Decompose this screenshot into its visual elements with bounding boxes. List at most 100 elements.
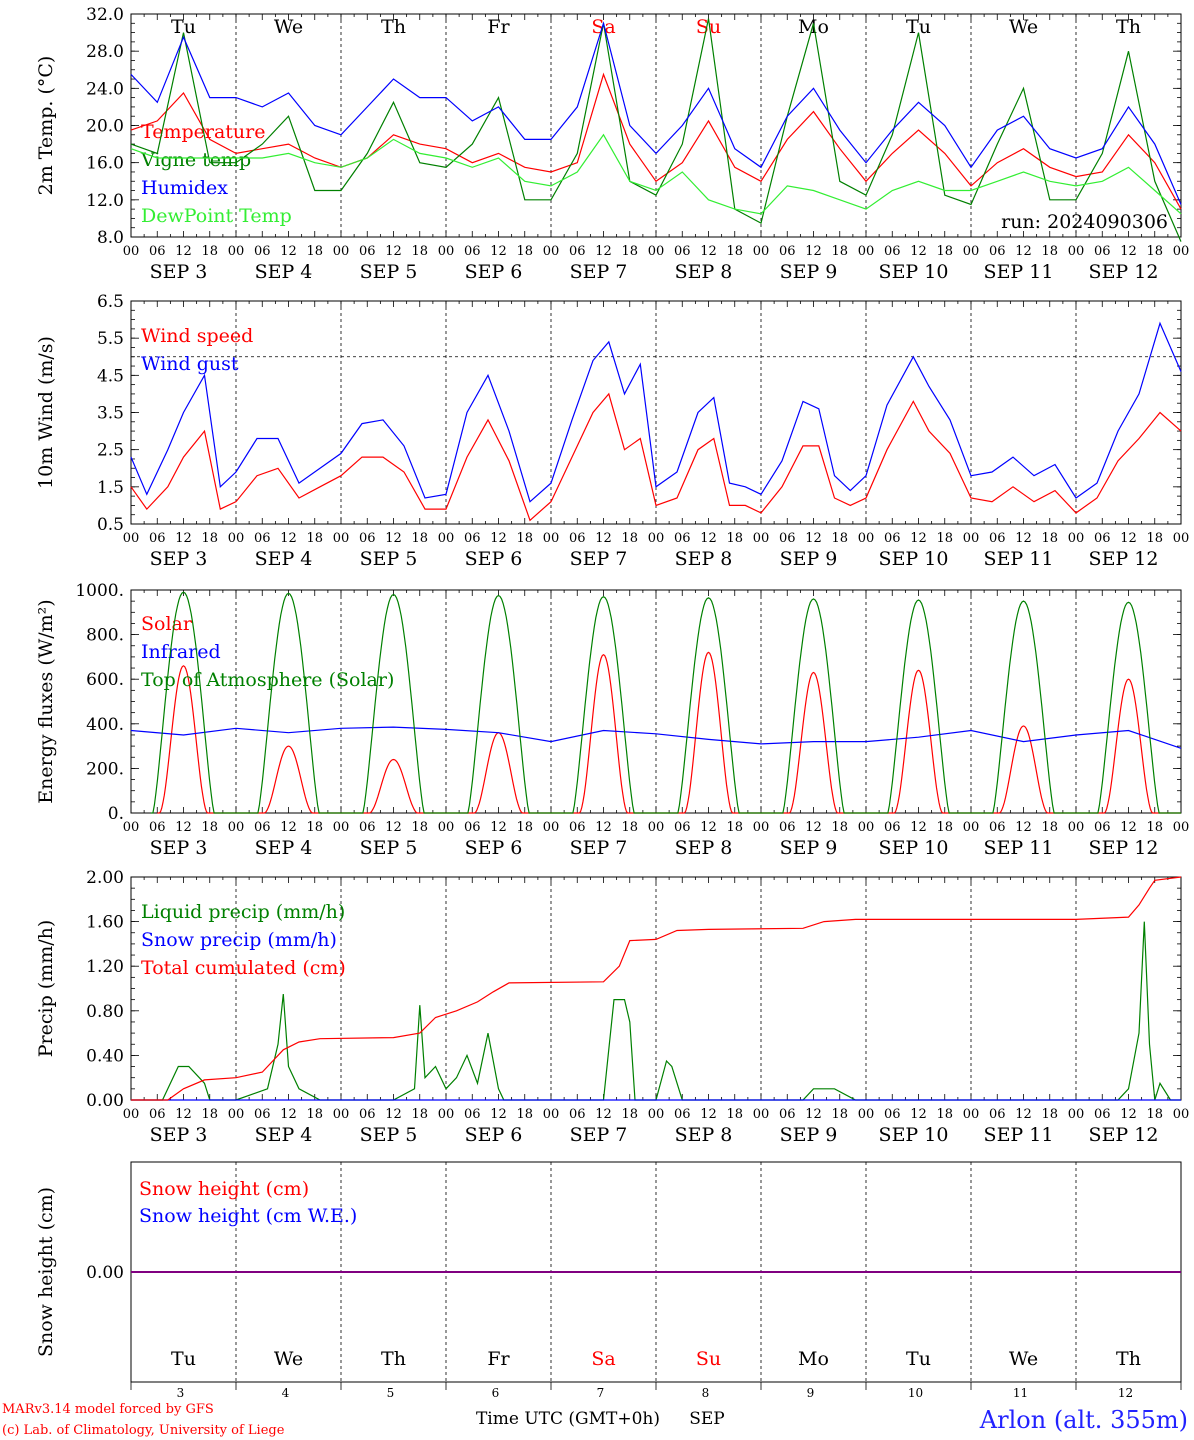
date-label: SEP 7 bbox=[570, 1124, 628, 1146]
series-line-humidex bbox=[130, 21, 1182, 205]
day-of-week: We bbox=[1009, 1348, 1038, 1370]
y-tick-label: 1.60 bbox=[86, 913, 124, 933]
legend-entry: Snow height (cm) bbox=[139, 1178, 309, 1200]
hour-label: 12 bbox=[595, 1107, 612, 1122]
hour-label: 06 bbox=[1094, 820, 1111, 835]
y-tick-label: 6.5 bbox=[97, 292, 124, 312]
date-label: SEP 8 bbox=[675, 1124, 733, 1146]
legend-entry: Infrared bbox=[141, 641, 221, 663]
hour-label: 18 bbox=[726, 244, 743, 259]
hour-label: 06 bbox=[674, 820, 691, 835]
hour-label: 12 bbox=[910, 820, 927, 835]
hour-label: 00 bbox=[438, 244, 455, 259]
hour-label: 06 bbox=[464, 820, 481, 835]
footer-model-line: MARv3.14 model forced by GFS bbox=[2, 1402, 214, 1417]
legend-entry: Liquid precip (mm/h) bbox=[141, 901, 345, 923]
hour-label: 00 bbox=[963, 820, 980, 835]
hour-label: 00 bbox=[648, 1107, 665, 1122]
date-label: SEP 6 bbox=[465, 261, 523, 283]
y-tick-label: 0.00 bbox=[86, 1091, 124, 1111]
hour-label: 12 bbox=[175, 820, 192, 835]
hour-label: 18 bbox=[621, 531, 638, 546]
y-tick-label: 2.5 bbox=[97, 441, 124, 461]
hour-label: 06 bbox=[674, 1107, 691, 1122]
hour-label: 06 bbox=[674, 244, 691, 259]
day-of-week: Tu bbox=[906, 16, 931, 38]
y-tick-label: 3.5 bbox=[97, 404, 124, 424]
day-of-week: Th bbox=[381, 1348, 406, 1370]
hour-label: 00 bbox=[228, 531, 245, 546]
date-label: SEP 11 bbox=[984, 1124, 1054, 1146]
date-label: SEP 4 bbox=[255, 837, 313, 859]
hour-label: 06 bbox=[779, 820, 796, 835]
hour-label: 00 bbox=[333, 820, 350, 835]
hour-label: 00 bbox=[858, 244, 875, 259]
date-label: SEP 11 bbox=[984, 548, 1054, 570]
hour-label: 12 bbox=[595, 820, 612, 835]
hour-label: 06 bbox=[989, 820, 1006, 835]
hour-label: 00 bbox=[1068, 531, 1085, 546]
hour-label: 12 bbox=[1015, 1107, 1032, 1122]
hour-label: 18 bbox=[1146, 244, 1163, 259]
day-number: 3 bbox=[177, 1386, 185, 1400]
hour-label: 12 bbox=[385, 244, 402, 259]
hour-label: 18 bbox=[936, 531, 953, 546]
hour-label: 00 bbox=[543, 244, 560, 259]
hour-label: 12 bbox=[805, 244, 822, 259]
hour-label: 12 bbox=[700, 820, 717, 835]
series-line-wind-gust bbox=[130, 321, 1182, 503]
hour-label: 18 bbox=[411, 531, 428, 546]
day-of-week: Sa bbox=[591, 1348, 615, 1370]
date-label: SEP 3 bbox=[150, 837, 208, 859]
legend-entry: Wind speed bbox=[141, 325, 253, 347]
hour-label: 12 bbox=[1015, 531, 1032, 546]
hour-label: 06 bbox=[779, 531, 796, 546]
hour-label: 12 bbox=[1015, 244, 1032, 259]
day-of-week: Mo bbox=[798, 1348, 829, 1370]
date-label: SEP 3 bbox=[150, 261, 208, 283]
hour-label: 12 bbox=[385, 820, 402, 835]
legend-entry: Vigne temp bbox=[140, 149, 251, 171]
date-label: SEP 12 bbox=[1089, 837, 1159, 859]
day-number: 5 bbox=[387, 1386, 395, 1400]
date-label: SEP 8 bbox=[675, 837, 733, 859]
hour-label: 06 bbox=[779, 1107, 796, 1122]
hour-label: 12 bbox=[805, 1107, 822, 1122]
hour-label: 06 bbox=[464, 531, 481, 546]
y-tick-label: 0.40 bbox=[86, 1046, 124, 1066]
hour-label: 00 bbox=[228, 820, 245, 835]
panel-temp: 00 06 12 18 00 06 12 18 00 06 12 18 00 06 12 18 00 06 12 18… bbox=[35, 5, 1189, 283]
y-tick-label: 32.0 bbox=[86, 5, 124, 25]
date-label: SEP 9 bbox=[780, 261, 838, 283]
date-label: SEP 12 bbox=[1089, 1124, 1159, 1146]
legend-entry: Wind gust bbox=[141, 353, 239, 375]
hour-label: 00 bbox=[333, 1107, 350, 1122]
hour-label: 00 bbox=[1173, 1107, 1190, 1122]
date-label: SEP 9 bbox=[780, 1124, 838, 1146]
legend-entry: Top of Atmosphere (Solar) bbox=[141, 669, 394, 691]
series-line-total-cumulated-cm- bbox=[131, 876, 1182, 1101]
date-label: SEP 9 bbox=[780, 548, 838, 570]
hour-label: 06 bbox=[569, 244, 586, 259]
hour-label: 06 bbox=[569, 820, 586, 835]
hour-label: 12 bbox=[700, 531, 717, 546]
date-label: SEP 5 bbox=[360, 548, 418, 570]
hour-label: 06 bbox=[884, 531, 901, 546]
y-tick-label: 12.0 bbox=[86, 191, 124, 211]
hour-label: 12 bbox=[910, 1107, 927, 1122]
day-number: 9 bbox=[807, 1386, 815, 1400]
series-line-temperature bbox=[130, 72, 1182, 210]
hour-label: 06 bbox=[569, 1107, 586, 1122]
hour-label: 18 bbox=[1041, 244, 1058, 259]
hour-label: 18 bbox=[1041, 1107, 1058, 1122]
date-label: SEP 3 bbox=[150, 1124, 208, 1146]
hour-label: 18 bbox=[936, 244, 953, 259]
hour-label: 12 bbox=[1015, 820, 1032, 835]
hour-label: 06 bbox=[254, 531, 271, 546]
x-axis-title: Time UTC (GMT+0h) bbox=[476, 1409, 660, 1429]
hour-label: 00 bbox=[543, 1107, 560, 1122]
hour-label: 12 bbox=[175, 1107, 192, 1122]
y-tick-label: 28.0 bbox=[86, 42, 124, 62]
hour-label: 12 bbox=[280, 820, 297, 835]
hour-label: 00 bbox=[123, 244, 140, 259]
